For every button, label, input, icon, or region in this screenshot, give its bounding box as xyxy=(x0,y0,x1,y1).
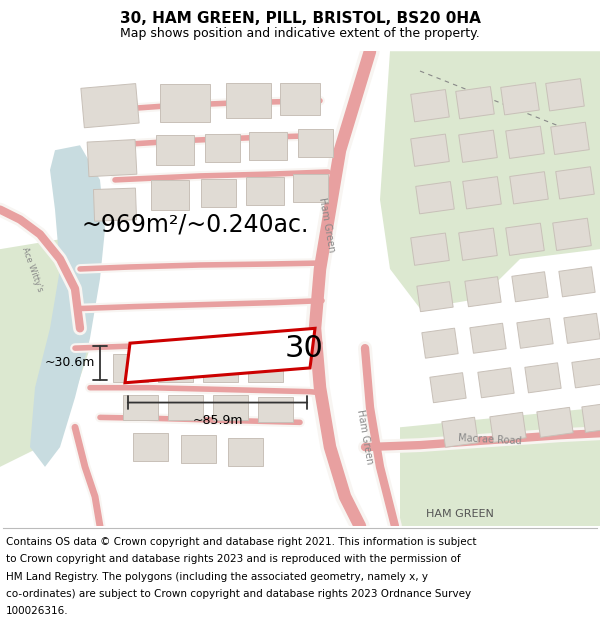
Polygon shape xyxy=(459,130,497,162)
Polygon shape xyxy=(422,328,458,358)
Polygon shape xyxy=(181,435,215,463)
Text: Map shows position and indicative extent of the property.: Map shows position and indicative extent… xyxy=(120,27,480,40)
Polygon shape xyxy=(212,394,248,421)
Polygon shape xyxy=(167,394,203,421)
Text: HAM GREEN: HAM GREEN xyxy=(426,509,494,519)
Polygon shape xyxy=(564,313,600,343)
Polygon shape xyxy=(559,267,595,297)
Text: Ham Green: Ham Green xyxy=(355,409,375,466)
Polygon shape xyxy=(553,218,591,251)
Polygon shape xyxy=(430,372,466,402)
Polygon shape xyxy=(246,177,284,204)
Polygon shape xyxy=(249,132,287,160)
Polygon shape xyxy=(456,87,494,119)
Text: 30: 30 xyxy=(285,334,324,362)
Text: co-ordinates) are subject to Crown copyright and database rights 2023 Ordnance S: co-ordinates) are subject to Crown copyr… xyxy=(6,589,471,599)
Polygon shape xyxy=(157,354,193,382)
Polygon shape xyxy=(227,438,263,466)
Polygon shape xyxy=(257,397,293,422)
Polygon shape xyxy=(517,318,553,348)
Polygon shape xyxy=(501,82,539,115)
Text: Contains OS data © Crown copyright and database right 2021. This information is : Contains OS data © Crown copyright and d… xyxy=(6,537,476,547)
Polygon shape xyxy=(200,179,235,207)
Polygon shape xyxy=(248,354,283,382)
Polygon shape xyxy=(94,188,137,221)
Polygon shape xyxy=(411,233,449,265)
Polygon shape xyxy=(459,228,497,261)
Polygon shape xyxy=(280,83,320,114)
Polygon shape xyxy=(546,79,584,111)
Polygon shape xyxy=(582,402,600,432)
Text: 100026316.: 100026316. xyxy=(6,606,68,616)
Polygon shape xyxy=(512,272,548,302)
Polygon shape xyxy=(87,139,137,177)
Polygon shape xyxy=(537,408,573,437)
Polygon shape xyxy=(380,51,600,309)
Polygon shape xyxy=(203,354,238,382)
Polygon shape xyxy=(156,136,194,165)
Polygon shape xyxy=(416,182,454,214)
Polygon shape xyxy=(81,84,139,127)
Text: ~969m²/~0.240ac.: ~969m²/~0.240ac. xyxy=(82,213,308,236)
Polygon shape xyxy=(30,145,105,467)
Polygon shape xyxy=(470,323,506,353)
Polygon shape xyxy=(556,167,594,199)
Polygon shape xyxy=(160,84,210,121)
Polygon shape xyxy=(551,122,589,154)
Polygon shape xyxy=(293,174,328,202)
Polygon shape xyxy=(465,277,501,307)
Text: HM Land Registry. The polygons (including the associated geometry, namely x, y: HM Land Registry. The polygons (includin… xyxy=(6,572,428,582)
Polygon shape xyxy=(411,134,449,166)
Polygon shape xyxy=(572,358,600,388)
Polygon shape xyxy=(463,177,501,209)
Polygon shape xyxy=(151,180,189,209)
Polygon shape xyxy=(400,408,600,526)
Text: Ace Witty's: Ace Witty's xyxy=(20,246,44,292)
Polygon shape xyxy=(506,126,544,158)
Text: 30, HAM GREEN, PILL, BRISTOL, BS20 0HA: 30, HAM GREEN, PILL, BRISTOL, BS20 0HA xyxy=(119,11,481,26)
Polygon shape xyxy=(417,282,453,312)
Polygon shape xyxy=(0,239,90,467)
Text: Macrae Road: Macrae Road xyxy=(458,434,522,447)
Polygon shape xyxy=(506,223,544,256)
Polygon shape xyxy=(478,368,514,398)
Polygon shape xyxy=(510,172,548,204)
Text: Ham Green: Ham Green xyxy=(317,196,337,252)
Polygon shape xyxy=(298,129,332,157)
Polygon shape xyxy=(122,394,157,421)
Polygon shape xyxy=(411,89,449,122)
Polygon shape xyxy=(226,83,271,118)
Polygon shape xyxy=(525,362,561,393)
Polygon shape xyxy=(490,412,526,442)
Polygon shape xyxy=(442,418,478,447)
Text: ~30.6m: ~30.6m xyxy=(44,356,95,369)
Polygon shape xyxy=(125,328,315,382)
Polygon shape xyxy=(205,134,239,162)
Text: to Crown copyright and database rights 2023 and is reproduced with the permissio: to Crown copyright and database rights 2… xyxy=(6,554,461,564)
Text: ~85.9m: ~85.9m xyxy=(192,414,243,428)
Polygon shape xyxy=(113,354,148,382)
Polygon shape xyxy=(133,433,167,461)
